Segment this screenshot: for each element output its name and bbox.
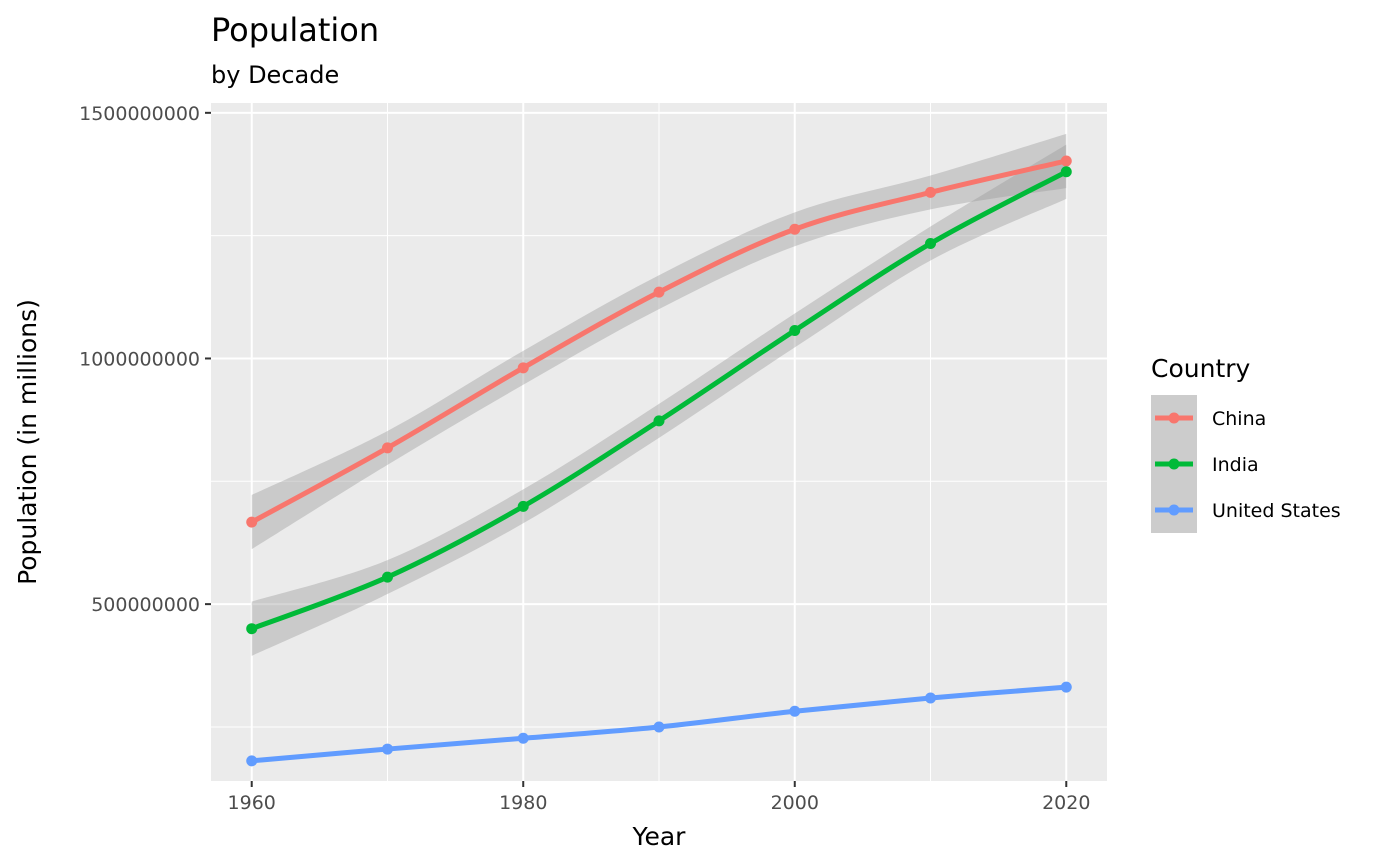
ribbon-india — [251, 144, 1067, 656]
legend-key-point — [1168, 504, 1180, 516]
legend-items: China India United States — [1151, 395, 1341, 533]
point-china — [653, 286, 665, 298]
legend: Country China India United States — [1151, 354, 1341, 533]
point-united-states — [1060, 681, 1072, 693]
point-china — [246, 516, 258, 528]
point-china — [1060, 155, 1072, 167]
point-india — [789, 324, 801, 336]
point-india — [1060, 166, 1072, 178]
x-tick-label: 1980 — [499, 792, 547, 814]
point-india — [925, 238, 937, 250]
chart-title: Population — [211, 11, 379, 49]
x-axis: 1960 1980 2000 2020 — [228, 781, 1090, 814]
legend-title: Country — [1151, 354, 1251, 383]
y-tick-label: 1500000000 — [79, 103, 200, 125]
legend-key-point — [1168, 412, 1180, 424]
legend-key-point — [1168, 458, 1180, 470]
point-china — [381, 442, 393, 454]
point-united-states — [517, 732, 529, 744]
y-axis: 500000000 1000000000 1500000000 — [79, 103, 211, 616]
point-united-states — [789, 705, 801, 717]
y-axis-title: Population (in millions) — [13, 299, 42, 585]
point-united-states — [246, 755, 258, 767]
grid-minor — [211, 103, 1107, 781]
x-tick-label: 2020 — [1042, 792, 1090, 814]
chart-subtitle: by Decade — [211, 61, 339, 89]
x-tick-label: 1960 — [228, 792, 276, 814]
point-india — [517, 500, 529, 512]
series-points — [246, 155, 1072, 767]
point-india — [653, 415, 665, 427]
point-india — [246, 623, 258, 635]
x-tick-label: 2000 — [771, 792, 819, 814]
point-united-states — [925, 692, 937, 704]
plot-panel — [211, 103, 1107, 781]
legend-label: United States — [1212, 500, 1341, 522]
x-axis-title: Year — [632, 822, 687, 851]
y-tick-label: 1000000000 — [79, 348, 200, 370]
confidence-ribbons — [251, 133, 1067, 656]
ribbon-china — [251, 133, 1067, 550]
legend-label: China — [1212, 408, 1266, 430]
point-china — [789, 223, 801, 235]
point-united-states — [653, 721, 665, 733]
grid-major — [211, 103, 1107, 781]
point-china — [925, 186, 937, 198]
point-united-states — [381, 743, 393, 755]
point-india — [381, 571, 393, 583]
legend-label: India — [1212, 454, 1259, 476]
point-china — [517, 362, 529, 374]
y-tick-label: 500000000 — [91, 594, 200, 616]
